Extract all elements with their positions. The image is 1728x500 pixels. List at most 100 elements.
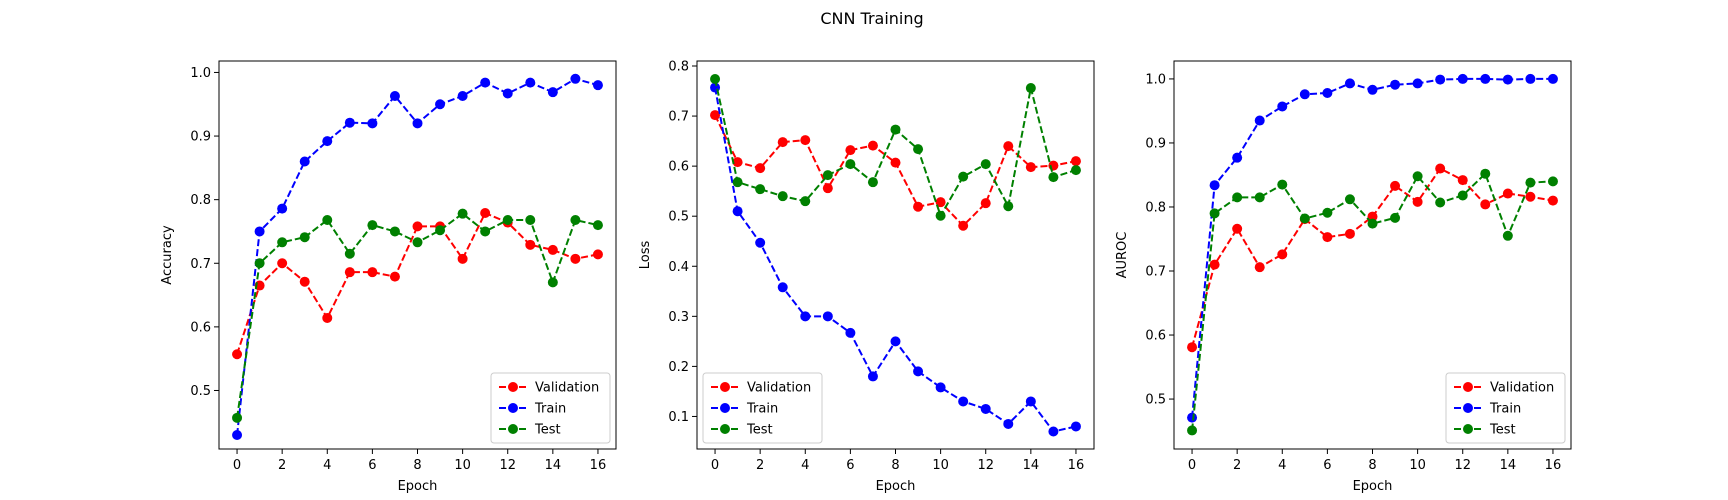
legend-box	[490, 372, 611, 444]
data-point-validation	[592, 249, 603, 260]
data-point-validation	[299, 276, 310, 287]
data-point-validation	[389, 271, 400, 282]
x-tick-label: 6	[368, 458, 376, 473]
data-point-test	[254, 258, 265, 269]
y-tick-label: 0.7	[668, 110, 689, 125]
x-axis-label: Epoch	[876, 479, 916, 494]
data-point-train	[777, 282, 788, 293]
data-point-test	[1480, 168, 1491, 179]
x-tick-label: 8	[1368, 458, 1376, 473]
data-point-test	[1254, 192, 1265, 203]
legend-box	[1445, 372, 1566, 444]
x-tick-label: 2	[756, 458, 764, 473]
data-point-train	[1435, 74, 1446, 85]
data-point-test	[1209, 208, 1220, 219]
x-tick-label: 2	[278, 458, 286, 473]
data-point-test	[435, 225, 446, 236]
subplot-auroc: 0 2 4 6 8 10 12 14 16 0.5 0.6 0.7 0.8 0.9 1.0 Epoch AURO…	[1115, 60, 1572, 494]
y-tick-label: 0.7	[190, 257, 211, 272]
x-axis-label: Epoch	[398, 479, 438, 494]
data-point-validation	[1232, 223, 1243, 234]
legend-label: Test	[534, 423, 561, 438]
data-point-validation	[710, 110, 721, 121]
data-point-test	[570, 215, 581, 226]
data-point-train	[480, 77, 491, 88]
data-point-test	[1070, 165, 1081, 176]
x-tick-label: 0	[1188, 458, 1196, 473]
data-point-test	[502, 215, 513, 226]
legend-marker	[720, 403, 730, 413]
legend: Validation Train Test	[1445, 372, 1566, 444]
data-point-train	[1277, 101, 1288, 112]
y-tick-label: 0.4	[668, 260, 689, 275]
legend-marker	[1463, 382, 1473, 392]
x-tick-label: 4	[1278, 458, 1286, 473]
data-point-test	[980, 159, 991, 170]
legend-entry-train: Train	[711, 402, 778, 417]
x-tick-label: 14	[1023, 458, 1040, 473]
y-tick-label: 0.5	[668, 210, 689, 225]
data-point-validation	[480, 208, 491, 219]
y-tick-label: 0.5	[1145, 393, 1166, 408]
data-point-validation	[1367, 211, 1378, 222]
x-tick-label: 10	[932, 458, 949, 473]
data-point-train	[1025, 396, 1036, 407]
legend-label: Test	[1489, 423, 1516, 438]
data-point-test	[822, 170, 833, 181]
data-point-test	[867, 177, 878, 188]
data-point-train	[299, 156, 310, 167]
data-point-train	[277, 203, 288, 214]
data-point-test	[755, 184, 766, 195]
data-point-train	[457, 90, 468, 101]
legend-entry-train: Train	[499, 402, 566, 417]
x-tick-label: 4	[801, 458, 809, 473]
data-point-validation	[277, 258, 288, 269]
data-point-train	[435, 99, 446, 110]
legend-marker	[720, 382, 730, 392]
x-tick-label: 4	[323, 458, 331, 473]
y-tick-label: 0.2	[668, 360, 689, 375]
data-point-train	[547, 87, 558, 98]
data-point-train	[755, 237, 766, 248]
y-tick-label: 1.0	[1145, 72, 1166, 87]
x-tick-label: 14	[545, 458, 562, 473]
data-point-validation	[344, 267, 355, 278]
data-point-validation	[800, 135, 811, 146]
legend-marker	[1463, 403, 1473, 413]
data-point-train	[1187, 412, 1198, 423]
subplot-panels: 0 2 4 6 8 10 12 14 16 0.5 0.6 0.7 0.8 0.9 1.0 Epoch Accu…	[160, 60, 1572, 494]
data-point-test	[1299, 213, 1310, 224]
legend-entry-train: Train	[1454, 402, 1521, 417]
data-point-validation	[322, 312, 333, 323]
legend-entry-validation: Validation	[1454, 381, 1554, 396]
data-point-train	[800, 311, 811, 322]
data-point-validation	[1435, 163, 1446, 174]
data-point-test	[1367, 218, 1378, 229]
data-point-test	[710, 74, 721, 85]
data-point-train	[322, 136, 333, 147]
data-point-train	[1254, 115, 1265, 126]
x-tick-label: 8	[891, 458, 899, 473]
data-point-train	[732, 206, 743, 217]
data-point-validation	[367, 267, 378, 278]
legend-marker	[508, 382, 518, 392]
data-point-test	[1025, 83, 1036, 94]
legend-entry-validation: Validation	[499, 381, 599, 396]
y-tick-label: 0.3	[668, 310, 689, 325]
data-point-train	[1367, 84, 1378, 95]
data-point-validation	[1209, 259, 1220, 270]
legend-marker	[1463, 424, 1473, 434]
legend: Validation Train Test	[702, 372, 823, 444]
series-line-validation	[236, 212, 599, 355]
y-tick-label: 0.6	[668, 160, 689, 175]
x-tick-label: 2	[1233, 458, 1241, 473]
data-point-test	[1187, 425, 1198, 436]
data-point-validation	[547, 244, 558, 255]
data-point-train	[232, 430, 243, 441]
data-point-train	[845, 327, 856, 338]
data-point-validation	[1003, 141, 1014, 152]
data-point-test	[232, 412, 243, 423]
legend-label: Test	[746, 423, 773, 438]
data-point-test	[277, 237, 288, 248]
